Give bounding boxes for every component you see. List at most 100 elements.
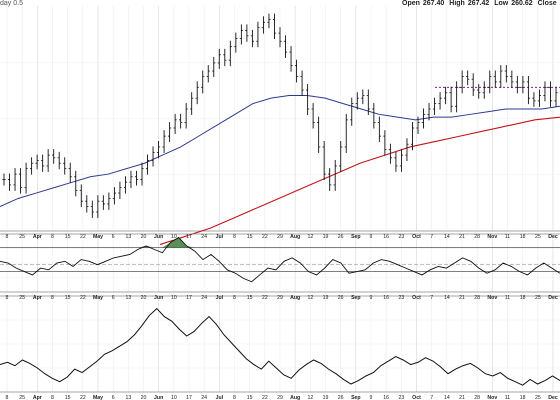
x-tick-label: 8 [6, 234, 9, 240]
high-label: High [449, 0, 465, 7]
price-panel [0, 6, 560, 246]
ohlc-bar [261, 16, 266, 34]
x-tick-label: 15 [65, 234, 71, 240]
ohlc-bar [515, 75, 519, 94]
x-tick-label: 28 [474, 395, 480, 400]
oscillator-overbought-fill [170, 237, 179, 248]
x-tick-label: Oct [412, 234, 421, 240]
x-tick-label: 9 [370, 395, 373, 400]
ohlc-bar [74, 170, 78, 197]
ohlc-bar [521, 75, 525, 94]
ohlc-bar [35, 154, 39, 170]
ohlc-bar [2, 173, 6, 186]
x-tick-label: 13 [125, 395, 131, 400]
ohlc-bar [339, 141, 343, 172]
moving-average-blue [0, 94, 560, 208]
x-tick-label: 17 [186, 234, 192, 240]
ohlc-bar [322, 141, 326, 181]
x-tick-label: 29 [277, 234, 283, 240]
ohlc-bar [179, 113, 183, 129]
x-tick-label: Apr [33, 295, 42, 301]
x-tick-label: 23 [398, 295, 404, 301]
x-tick-label: 26 [338, 395, 344, 400]
ohlc-bar [328, 168, 332, 191]
ohlc-bar [30, 157, 34, 175]
x-tick-label: 6 [112, 295, 115, 301]
ohlc-bar [455, 81, 459, 113]
x-tick-label: 8 [51, 395, 54, 400]
x-tick-label: 20 [141, 395, 147, 400]
oscillator-line [0, 236, 560, 283]
x-tick-label: 9 [370, 295, 373, 301]
x-tick-label: Aug [290, 234, 300, 240]
x-tick-label: 10 [171, 395, 177, 400]
x-tick-label: 15 [247, 295, 253, 301]
moving-average-red [159, 116, 560, 246]
x-tick-label: 14 [444, 295, 450, 301]
ohlc-bar [96, 195, 100, 218]
x-tick-label: 18 [520, 295, 526, 301]
ohlc-bar [256, 21, 260, 48]
x-tick-label: Oct [412, 395, 421, 400]
open-value: 267.40 [422, 0, 445, 7]
ohlc-bar [499, 65, 503, 88]
ohlc-bar [184, 103, 188, 129]
x-tick-label: 19 [323, 295, 329, 301]
ohlc-bar [543, 81, 547, 102]
x-tick-label: 19 [323, 234, 329, 240]
ohlc-bar [272, 13, 277, 40]
ohlc-bar [228, 40, 232, 67]
open-label: Open [402, 0, 420, 7]
ohlc-bar [90, 200, 94, 218]
x-tick-label: 12 [307, 234, 313, 240]
x-tick-label: May [93, 395, 103, 400]
ohlc-bar [526, 75, 530, 105]
x-tick-label: 24 [201, 395, 207, 400]
ohlc-bar [201, 70, 205, 94]
x-tick-label: 15 [65, 395, 71, 400]
ohlc-bar [118, 181, 122, 200]
x-tick-label: 11 [505, 295, 510, 301]
ohlc-bar [493, 70, 497, 88]
ohlc-bar [355, 92, 359, 110]
ohlc-bar [405, 138, 409, 162]
x-tick-label: 23 [398, 395, 404, 400]
ohlc-bar [129, 170, 133, 189]
ohlc-bar [140, 162, 144, 186]
ohlc-bar [79, 184, 83, 208]
ohlc-bar [350, 97, 354, 126]
x-tick-label: 22 [262, 234, 268, 240]
ohlc-bar [162, 130, 166, 153]
ohlc-bar [449, 86, 453, 113]
ohlc-bar [223, 48, 227, 67]
ohlc-bar [333, 159, 337, 191]
x-tick-label: 8 [6, 295, 9, 301]
ohlc-bar [267, 13, 271, 29]
ohlc-bar [300, 70, 304, 96]
x-tick-label: 25 [19, 395, 25, 400]
high-value: 267.42 [467, 0, 490, 7]
ohlc-bar [52, 149, 56, 164]
ohlc-bar [212, 56, 216, 78]
x-tick-label: 24 [201, 234, 207, 240]
ohlc-bar [532, 92, 536, 107]
ohlc-bar [57, 151, 61, 170]
x-tick-label: 14 [444, 234, 450, 240]
x-tick-label: 15 [247, 234, 253, 240]
x-tick-label: 29 [277, 395, 283, 400]
ohlc-bar [372, 103, 376, 129]
x-tick-label: 23 [398, 234, 404, 240]
ohlc-bar [250, 29, 254, 48]
ohlc-bar [18, 168, 23, 194]
ohlc-bar [317, 116, 321, 153]
x-tick-label: 15 [247, 395, 253, 400]
ohlc-bar [361, 89, 365, 105]
x-tick-label: 18 [520, 395, 526, 400]
ohlc-bar [217, 48, 221, 69]
ohlc-bar [306, 84, 310, 115]
ohlc-bar [206, 65, 210, 83]
x-tick-label: 8 [51, 295, 54, 301]
ohlc-bar [168, 122, 172, 143]
x-tick-label: 8 [233, 295, 236, 301]
x-tick-label: 12 [307, 395, 313, 400]
